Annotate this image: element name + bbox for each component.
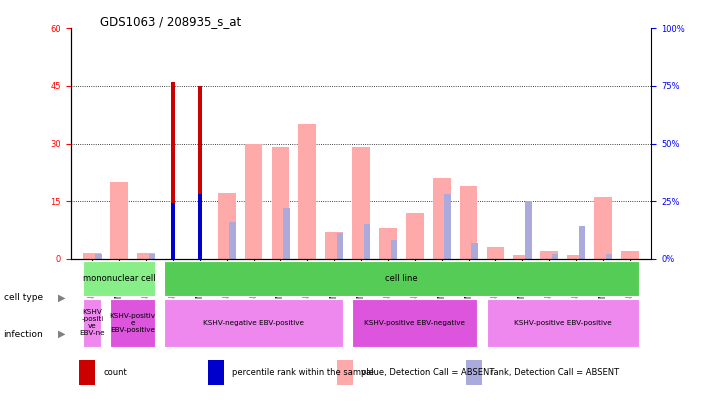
Bar [171,203,175,259]
Text: count: count [103,368,127,377]
Bar [540,251,558,259]
Bar [218,194,236,259]
Bar [578,226,586,259]
Text: ▶: ▶ [58,293,66,303]
Bar [567,255,585,259]
Text: value, Detection Call = ABSENT: value, Detection Call = ABSENT [361,368,494,377]
Bar [605,254,612,259]
Bar [79,360,95,385]
Bar [486,247,504,259]
Bar [513,255,531,259]
Text: rank, Detection Call = ABSENT: rank, Detection Call = ABSENT [490,368,620,377]
Bar [552,254,559,259]
Bar [110,182,128,259]
Bar [198,194,202,259]
Bar [84,253,101,259]
Bar [364,224,370,259]
Bar [84,299,101,347]
Bar [164,299,343,347]
Text: GDS1063 / 208935_s_at: GDS1063 / 208935_s_at [100,15,241,28]
Bar [391,240,397,259]
Text: KSHV-positiv
e
EBV-positive: KSHV-positiv e EBV-positive [110,313,156,333]
Text: KSHV-negative EBV-positive: KSHV-negative EBV-positive [203,320,304,326]
Bar [379,228,396,259]
Text: percentile rank within the sample: percentile rank within the sample [232,368,374,377]
Text: KSHV-positive EBV-negative: KSHV-positive EBV-negative [365,320,465,326]
Text: KSHV
-positi
ve
EBV-ne: KSHV -positi ve EBV-ne [79,309,105,337]
Bar [594,197,612,259]
Bar [164,261,639,296]
Bar [245,143,263,259]
Bar [229,222,236,259]
Bar [272,147,290,259]
Bar [299,124,316,259]
Bar [149,254,155,259]
Bar [352,299,477,347]
Bar [84,261,155,296]
Text: cell line: cell line [385,274,418,283]
Text: ▶: ▶ [58,329,66,339]
Bar [445,194,451,259]
Text: cell type: cell type [4,293,42,302]
Bar [472,243,478,259]
Bar [326,232,343,259]
Bar [406,213,423,259]
Bar [621,251,639,259]
Bar [352,147,370,259]
Text: KSHV-positive EBV-positive: KSHV-positive EBV-positive [514,320,612,326]
Bar [95,254,101,259]
Bar [433,178,450,259]
Bar [137,253,155,259]
Bar [466,360,482,385]
Bar [283,208,290,259]
Bar [110,299,155,347]
Bar [337,360,353,385]
Text: mononuclear cell: mononuclear cell [83,274,156,283]
Bar [171,82,175,259]
Bar [208,360,224,385]
Bar [459,186,477,259]
Text: infection: infection [4,330,43,339]
Bar [525,201,532,259]
Bar [198,86,202,259]
Bar [486,299,639,347]
Bar [337,233,343,259]
